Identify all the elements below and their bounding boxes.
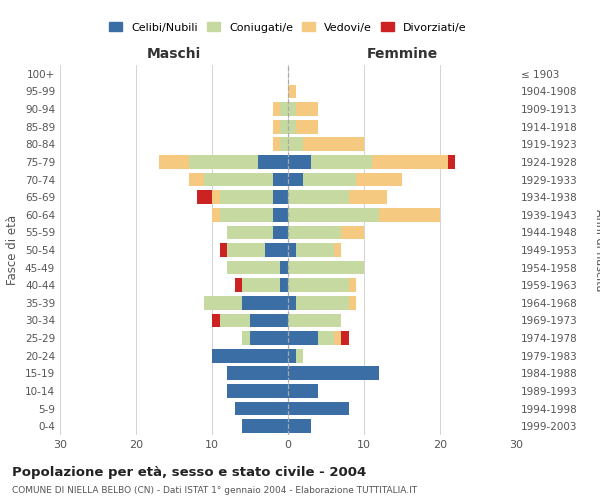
Bar (227, 384, 288, 398)
Bar (356, 172, 402, 186)
Bar (189, 155, 257, 169)
Bar (273, 208, 288, 222)
Bar (334, 243, 341, 257)
Bar (273, 120, 280, 134)
Bar (296, 349, 303, 362)
Y-axis label: Fasce di età: Fasce di età (7, 215, 19, 285)
Bar (212, 314, 220, 328)
Bar (311, 155, 371, 169)
Bar (273, 172, 288, 186)
Bar (296, 243, 334, 257)
Text: Popolazione per età, sesso e stato civile - 2004: Popolazione per età, sesso e stato civil… (12, 466, 366, 479)
Bar (296, 120, 319, 134)
Bar (334, 331, 341, 345)
Bar (288, 349, 296, 362)
Bar (220, 208, 273, 222)
Bar (257, 155, 288, 169)
Bar (288, 190, 349, 204)
Bar (288, 278, 349, 292)
Bar (296, 102, 319, 116)
Bar (159, 155, 189, 169)
Bar (288, 84, 296, 98)
Bar (296, 296, 349, 310)
Bar (280, 102, 288, 116)
Bar (288, 138, 303, 151)
Bar (227, 226, 273, 239)
Bar (242, 420, 288, 433)
Bar (280, 260, 288, 274)
Bar (379, 208, 440, 222)
Bar (220, 314, 250, 328)
Bar (273, 138, 280, 151)
Bar (189, 172, 205, 186)
Bar (371, 155, 448, 169)
Bar (212, 349, 288, 362)
Text: Maschi: Maschi (147, 48, 201, 62)
Bar (273, 102, 280, 116)
Bar (349, 278, 356, 292)
Bar (349, 190, 387, 204)
Bar (288, 331, 319, 345)
Bar (280, 120, 288, 134)
Bar (448, 155, 455, 169)
Bar (288, 102, 296, 116)
Legend: Celibi/Nubili, Coniugati/e, Vedovi/e, Divorziati/e: Celibi/Nubili, Coniugati/e, Vedovi/e, Di… (106, 19, 470, 36)
Bar (303, 138, 364, 151)
Bar (288, 120, 296, 134)
Bar (227, 366, 288, 380)
Bar (242, 296, 288, 310)
Bar (288, 420, 311, 433)
Bar (280, 138, 288, 151)
Bar (227, 260, 280, 274)
Bar (288, 226, 341, 239)
Bar (220, 190, 273, 204)
Bar (242, 278, 280, 292)
Bar (273, 190, 288, 204)
Bar (288, 402, 349, 415)
Bar (250, 331, 288, 345)
Bar (273, 226, 288, 239)
Bar (341, 331, 349, 345)
Bar (288, 155, 311, 169)
Bar (288, 384, 319, 398)
Bar (288, 243, 296, 257)
Bar (288, 208, 379, 222)
Bar (197, 190, 212, 204)
Bar (205, 296, 242, 310)
Bar (280, 278, 288, 292)
Bar (212, 208, 220, 222)
Bar (303, 172, 356, 186)
Bar (220, 243, 227, 257)
Bar (227, 243, 265, 257)
Text: COMUNE DI NIELLA BELBO (CN) - Dati ISTAT 1° gennaio 2004 - Elaborazione TUTTITAL: COMUNE DI NIELLA BELBO (CN) - Dati ISTAT… (12, 486, 417, 495)
Bar (265, 243, 288, 257)
Bar (288, 296, 296, 310)
Bar (235, 278, 242, 292)
Bar (349, 296, 356, 310)
Bar (288, 314, 341, 328)
Text: Femmine: Femmine (367, 48, 437, 62)
Y-axis label: Anni di nascita: Anni di nascita (594, 209, 600, 291)
Bar (212, 190, 220, 204)
Bar (242, 331, 250, 345)
Bar (288, 172, 303, 186)
Bar (319, 331, 334, 345)
Bar (288, 366, 379, 380)
Bar (250, 314, 288, 328)
Bar (341, 226, 364, 239)
Bar (288, 260, 364, 274)
Bar (205, 172, 273, 186)
Bar (235, 402, 288, 415)
